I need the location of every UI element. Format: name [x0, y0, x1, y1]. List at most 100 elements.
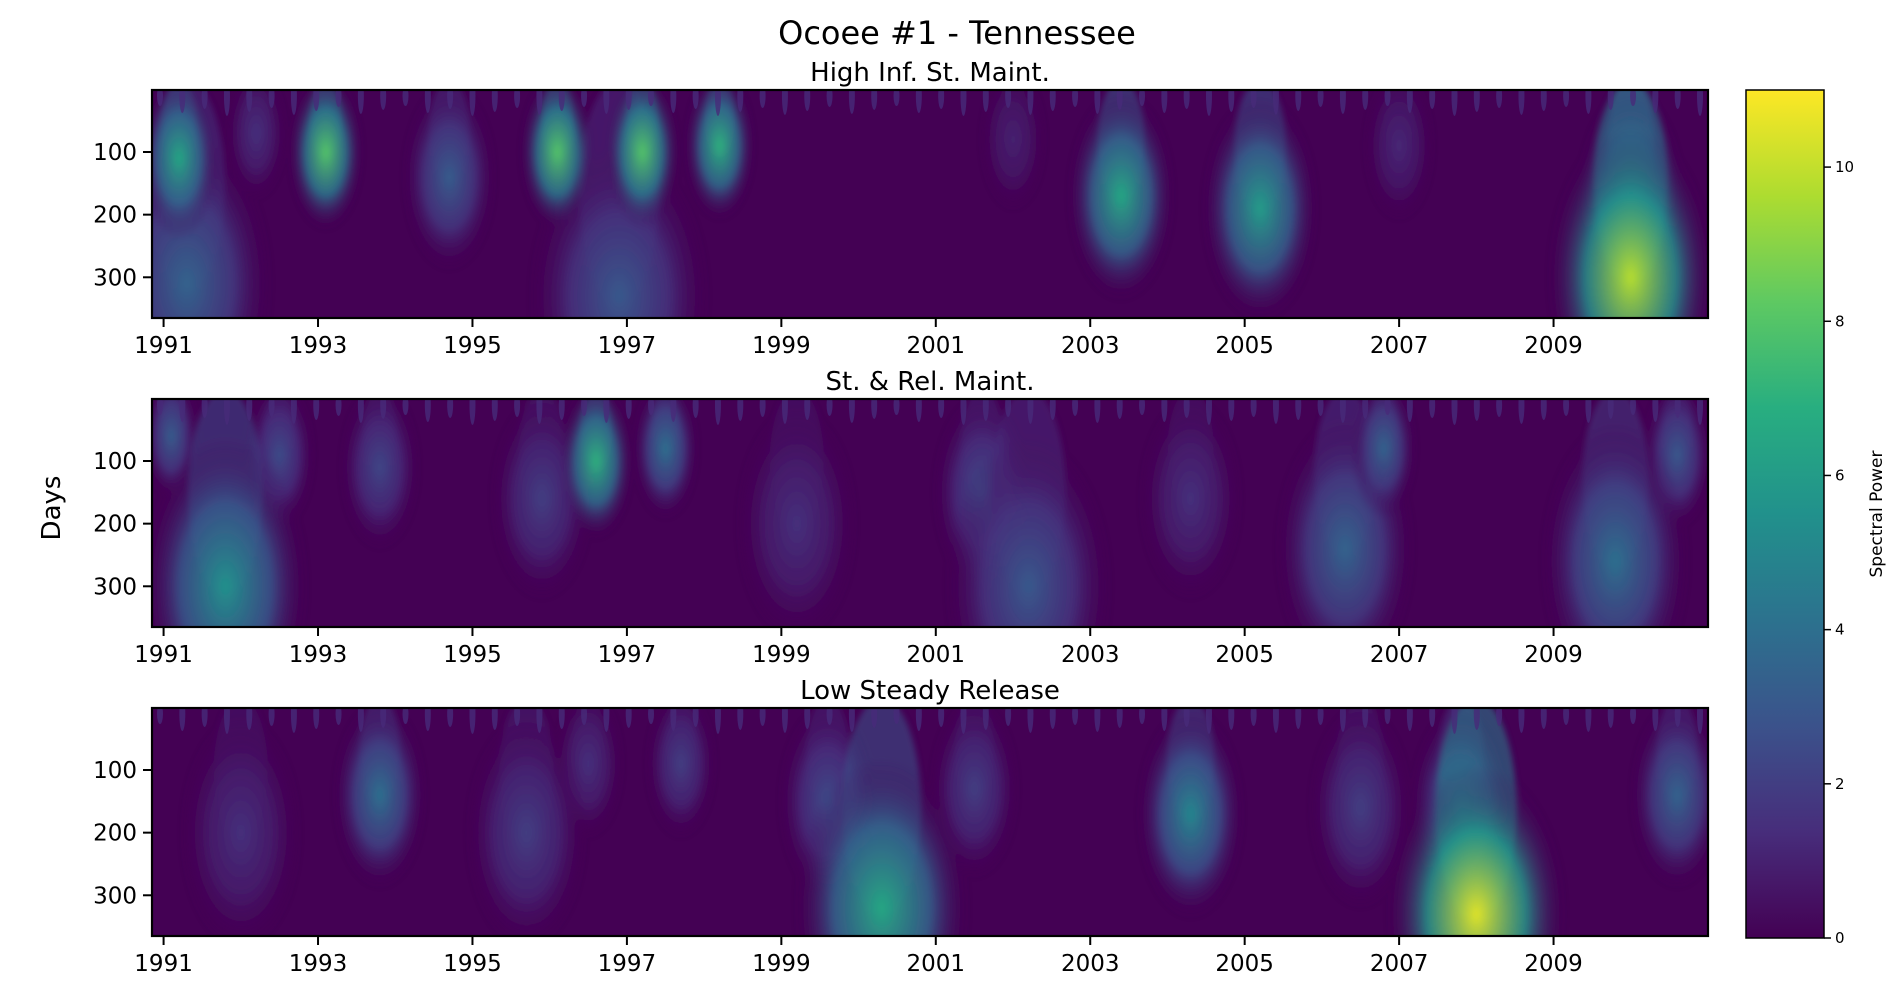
comb-tick [1473, 90, 1480, 112]
comb-tick [469, 399, 476, 425]
comb-tick [781, 399, 788, 424]
comb-tick [1094, 90, 1101, 114]
x-tick-label: 2009 [1524, 642, 1583, 668]
short-period-comb [157, 708, 1703, 734]
heatmap-cell [333, 708, 426, 889]
comb-tick [1183, 90, 1190, 109]
x-tick-label: 2007 [1370, 333, 1429, 359]
x-tick-label: 1993 [289, 333, 348, 359]
comb-tick [1496, 399, 1503, 417]
comb-tick [1272, 90, 1279, 115]
comb-tick [648, 90, 655, 106]
x-tick-label: 1997 [598, 333, 657, 359]
comb-tick [268, 399, 275, 417]
comb-tick [1161, 708, 1168, 731]
comb-tick [268, 708, 275, 726]
comb-tick [982, 399, 989, 421]
comb-tick [893, 708, 900, 724]
comb-tick [1496, 90, 1503, 108]
comb-tick [1697, 90, 1703, 116]
heatmap-cell [1630, 708, 1708, 889]
comb-tick [313, 399, 320, 420]
comb-tick [848, 399, 855, 423]
comb-tick [491, 90, 498, 112]
heatmap-cell [633, 399, 698, 519]
comb-tick [1429, 90, 1436, 109]
x-tick-label: 2009 [1524, 951, 1583, 977]
comb-tick [1451, 708, 1458, 734]
comb-tick [603, 90, 610, 114]
comb-tick [1317, 708, 1324, 725]
colorbar-tick-label: 6 [1835, 466, 1845, 484]
x-tick-label: 2007 [1370, 642, 1429, 668]
comb-tick [1674, 90, 1681, 109]
comb-tick [804, 90, 811, 111]
comb-tick [1384, 708, 1391, 724]
comb-tick [201, 90, 208, 109]
comb-tick [1116, 399, 1123, 419]
x-tick-label: 2003 [1061, 951, 1120, 977]
comb-tick [1027, 399, 1034, 424]
comb-tick [648, 399, 655, 415]
plot-frame [150, 397, 1710, 629]
comb-tick [402, 399, 409, 415]
comb-tick [380, 90, 387, 110]
comb-tick [1429, 399, 1436, 418]
heatmap-cell [288, 90, 363, 230]
x-tick-label: 1999 [752, 642, 811, 668]
comb-tick [625, 90, 632, 110]
heatmap-cell [646, 708, 716, 838]
comb-tick [246, 708, 253, 730]
comb-tick [603, 708, 610, 732]
comb-tick [714, 399, 721, 425]
colorbar: 0 2 4 6 8 10 Spectral Power [1745, 89, 1887, 947]
comb-tick [447, 90, 454, 109]
comb-tick [625, 399, 632, 419]
comb-tick [871, 90, 878, 110]
heatmap-cell [180, 716, 301, 936]
comb-tick [201, 399, 208, 418]
comb-tick [714, 708, 721, 734]
comb-tick [1027, 708, 1034, 733]
heatmap-blobs [152, 90, 1708, 318]
colorbar-tick-label: 0 [1835, 929, 1845, 947]
comb-tick [1630, 399, 1637, 415]
comb-tick [1072, 399, 1079, 416]
comb-tick [1362, 399, 1369, 419]
comb-tick [915, 399, 922, 422]
comb-tick [781, 90, 788, 115]
comb-tick [1630, 708, 1637, 724]
comb-tick [424, 399, 431, 422]
comb-tick [1429, 708, 1436, 727]
plot-frame [150, 88, 1710, 320]
heatmap-cell [1309, 708, 1412, 909]
comb-tick [871, 708, 878, 728]
comb-tick [1473, 708, 1480, 730]
heatmap-cell [1202, 96, 1318, 318]
x-tick-label: 2003 [1061, 333, 1120, 359]
comb-tick [1094, 399, 1101, 423]
comb-tick [1473, 399, 1480, 421]
x-tick-label: 1999 [752, 333, 811, 359]
heatmap-cell [466, 716, 587, 936]
comb-tick [536, 708, 543, 733]
comb-tick [491, 399, 498, 421]
comb-tick [380, 708, 387, 728]
comb-tick [1027, 90, 1034, 115]
comb-tick [1005, 708, 1012, 726]
comb-tick [1116, 90, 1123, 110]
comb-tick [290, 399, 297, 424]
comb-tick [157, 708, 163, 724]
comb-tick [223, 90, 230, 116]
comb-tick [1496, 708, 1503, 726]
comb-tick [290, 708, 297, 733]
short-period-comb [157, 90, 1703, 116]
colorbar-tick-label: 8 [1835, 312, 1845, 330]
comb-tick [670, 708, 677, 731]
x-tick-label: 2009 [1524, 333, 1583, 359]
comb-tick [692, 708, 699, 727]
comb-tick [157, 90, 163, 106]
comb-tick [424, 708, 431, 731]
comb-tick [514, 399, 521, 417]
comb-tick [1585, 708, 1592, 732]
